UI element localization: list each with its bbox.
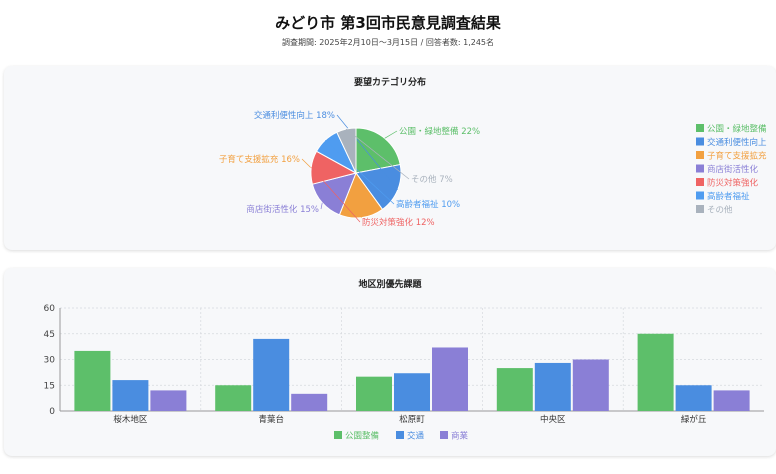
- x-tick-label: 桜木地区: [113, 414, 148, 425]
- pie-chart-card: 要望カテゴリ分布 公園・緑地整備 22% 交通利便性向上 18% 子育て支援拡充 1…: [4, 66, 776, 250]
- pie-slice-label: 商店街活性化 15%: [246, 204, 319, 215]
- bar: [675, 385, 712, 411]
- bar: [713, 390, 750, 411]
- legend-label: 交通利便性向上: [707, 137, 767, 148]
- y-tick-label: 15: [44, 381, 55, 391]
- pie-chart-title: 要望カテゴリ分布: [353, 78, 426, 88]
- pie-chart: 公園・緑地整備 22% 交通利便性向上 18% 子育て支援拡充 16% 商店街活性化 …: [219, 110, 767, 228]
- x-tick-label: 中央区: [540, 414, 566, 425]
- survey-info: 調査期間: 2025年2月10日〜3月15日 / 回答者数: 1,245名: [281, 38, 495, 47]
- legend-swatch: [696, 164, 704, 173]
- pie-label-leader: [384, 130, 398, 139]
- pie-slice-label: 高齢者福祉 10%: [396, 199, 460, 210]
- pie-slice-label: その他 7%: [411, 174, 453, 185]
- y-tick-label: 0: [49, 407, 55, 417]
- pie-slice-label: 防災対策強化 12%: [362, 217, 435, 228]
- bar: [253, 338, 290, 411]
- bar-chart-card: 地区別優先課題 0 15 30 45 60 桜木地区 青葉台 松原町 中央区 緑が丘公園整備 交通 商…: [4, 268, 776, 456]
- y-tick-label: 30: [44, 356, 56, 366]
- bar: [291, 393, 328, 411]
- bar: [432, 347, 468, 411]
- legend-swatch: [396, 431, 404, 439]
- pie-slice: [355, 163, 402, 211]
- legend-swatch: [696, 151, 704, 159]
- legend-label: 防災対策強化: [707, 178, 759, 189]
- pie-label-leader: [324, 139, 395, 205]
- bar-chart-title: 地区別優先課題: [358, 280, 422, 290]
- bar: [572, 359, 609, 411]
- legend-swatch: [696, 205, 704, 213]
- bar: [112, 380, 149, 411]
- legend-label: 商業: [451, 431, 469, 442]
- pie-slice-label: 交通利便性向上 18%: [254, 110, 335, 121]
- legend-swatch: [696, 191, 704, 200]
- pie-label-leader: [336, 114, 399, 190]
- bar: [496, 368, 533, 411]
- y-tick-label: 60: [44, 304, 56, 314]
- legend-swatch: [334, 431, 342, 439]
- bar: [215, 385, 252, 411]
- legend-swatch: [696, 137, 704, 146]
- x-tick-label: 緑が丘: [681, 414, 707, 425]
- bar: [534, 362, 571, 411]
- legend-swatch: [440, 431, 448, 439]
- page-title: みどり市 第3回市民意見調査結果: [275, 14, 501, 32]
- legend-label: 子育て支援拡充: [707, 151, 767, 162]
- bar: [394, 373, 430, 411]
- x-tick-label: 松原町: [399, 414, 425, 425]
- legend-label: 公園・緑地整備: [707, 124, 767, 135]
- y-tick-label: 45: [44, 330, 55, 340]
- legend-swatch: [696, 178, 704, 186]
- legend-label: 公園整備: [345, 431, 380, 442]
- pie-label-leader: [311, 167, 361, 223]
- pie-label-leader: [320, 202, 323, 210]
- bar: [74, 350, 111, 411]
- pie-slice-label: 子育て支援拡充 16%: [219, 154, 300, 165]
- pie-slice-label: 公園・緑地整備 22%: [399, 126, 480, 137]
- x-tick-label: 青葉台: [258, 414, 284, 425]
- legend-swatch: [696, 124, 704, 132]
- pie-label-leader: [345, 128, 410, 180]
- bar: [150, 390, 187, 411]
- bar: [356, 376, 392, 411]
- legend-label: 商店街活性化: [707, 164, 759, 175]
- bar: [637, 333, 674, 411]
- legend-label: 高齢者福祉: [707, 191, 750, 202]
- legend-label: 交通: [407, 431, 425, 442]
- legend-label: その他: [707, 205, 733, 216]
